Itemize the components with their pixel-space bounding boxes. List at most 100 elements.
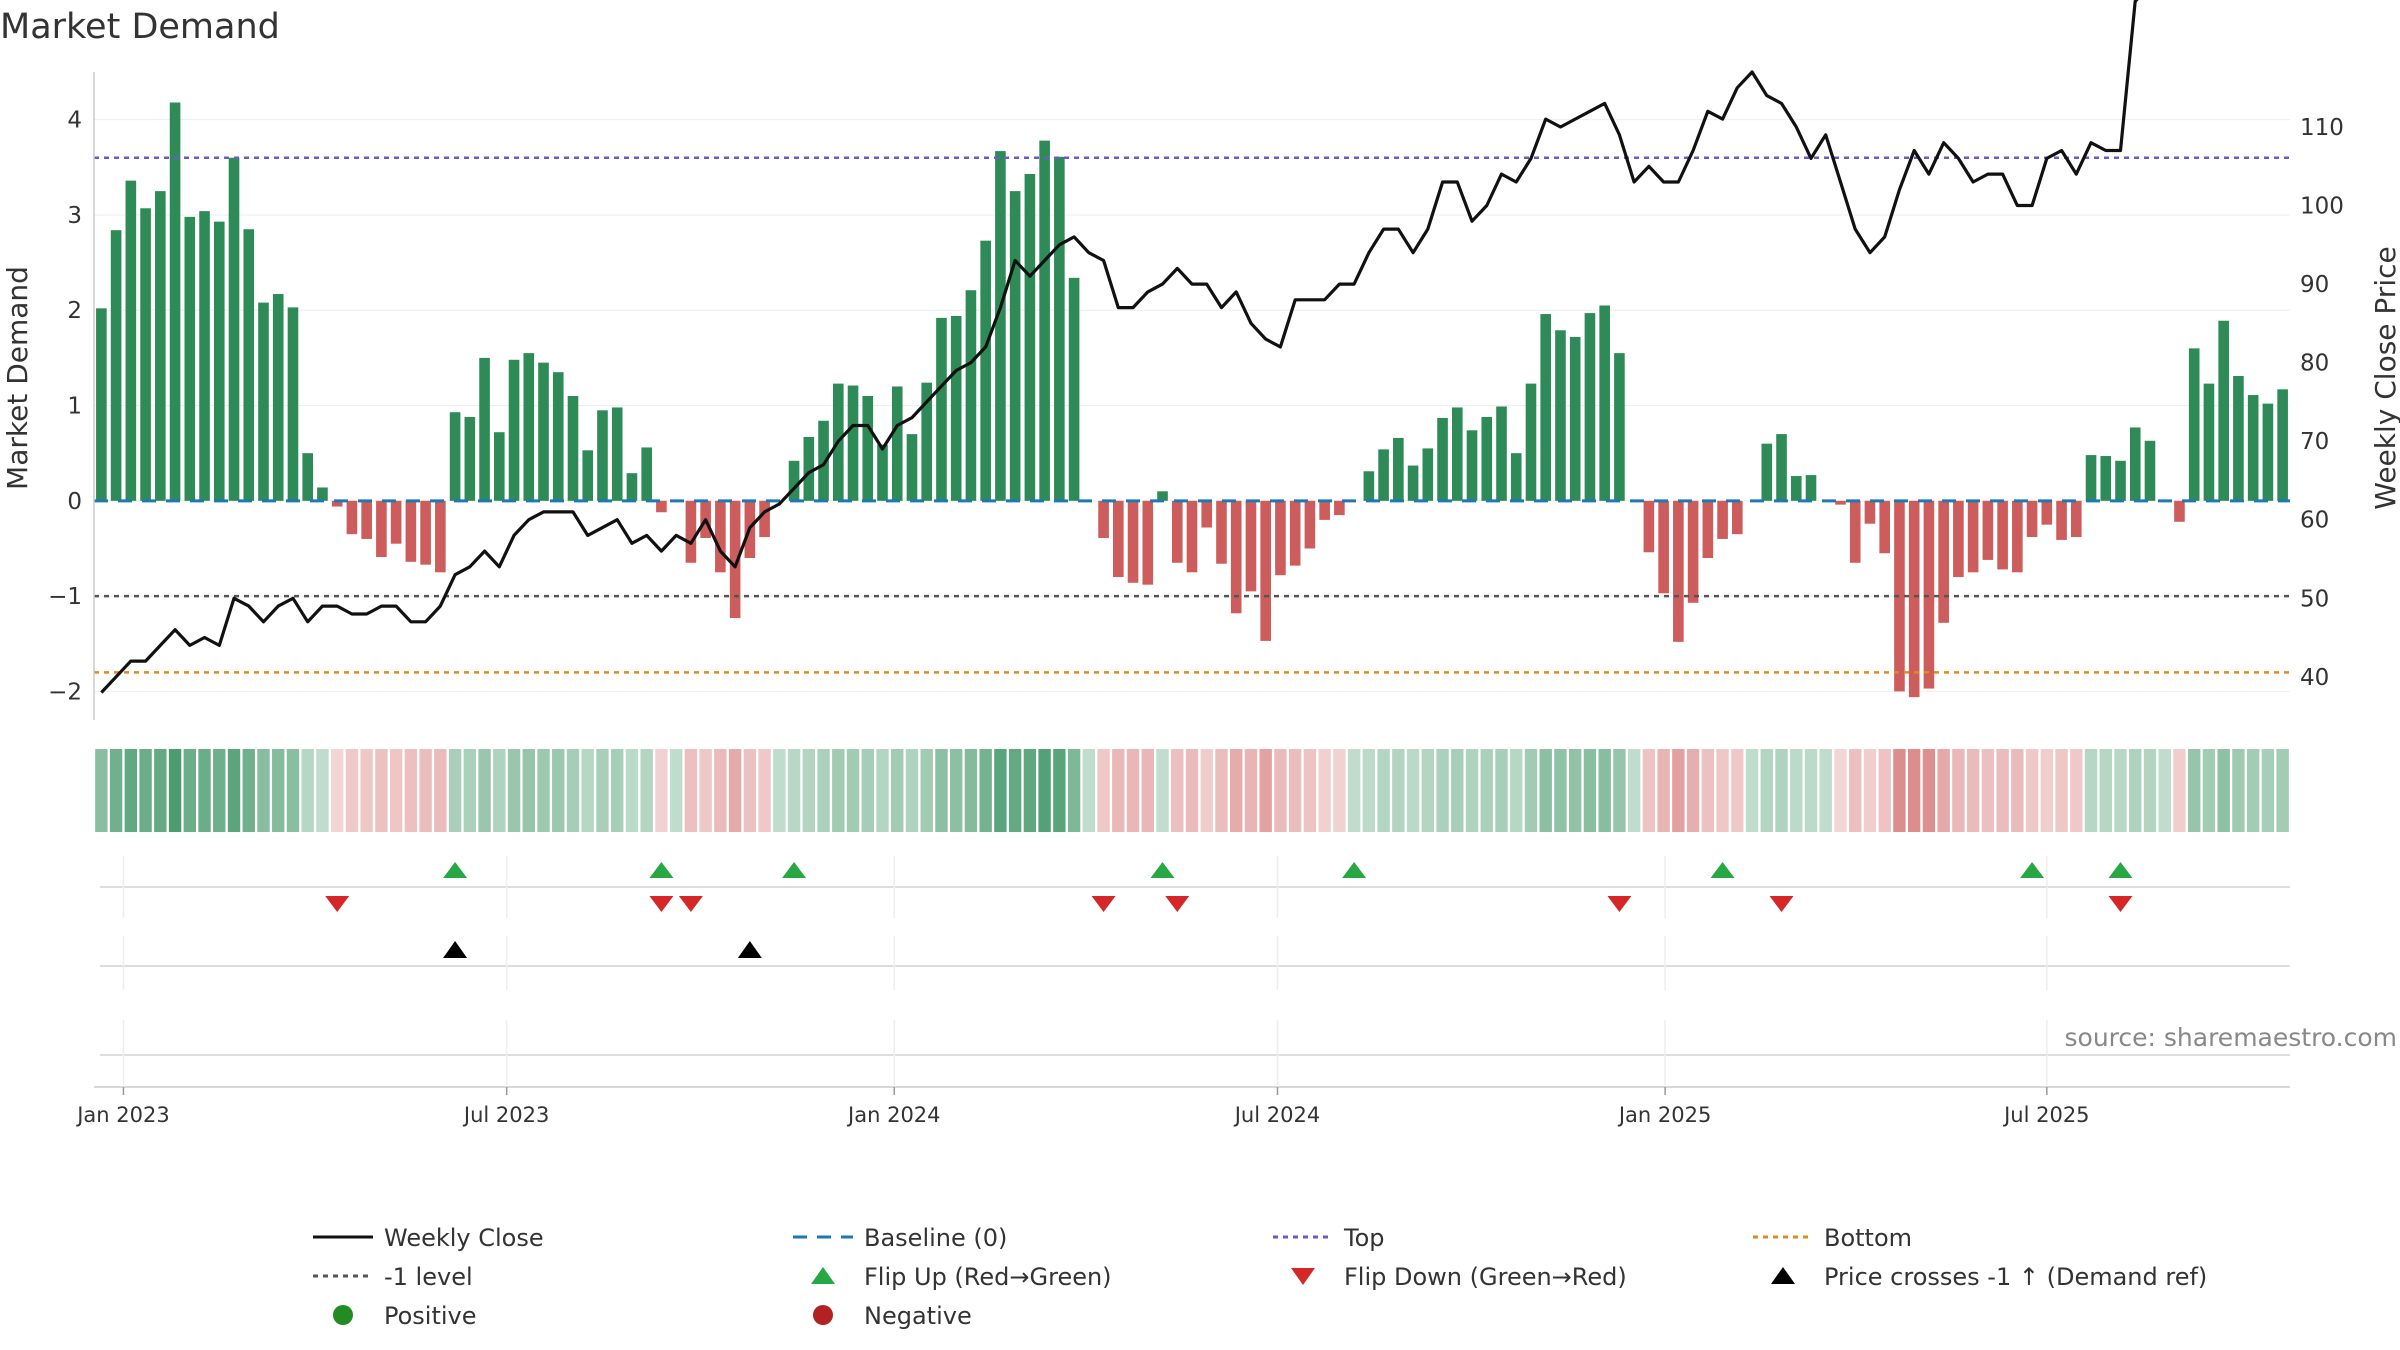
demand-bar xyxy=(2026,500,2038,538)
heat-cell xyxy=(1392,749,1405,832)
heat-cell xyxy=(1554,749,1567,832)
demand-bar xyxy=(1481,416,1493,501)
heat-cell xyxy=(1008,749,1022,832)
y2-tick-label: 100 xyxy=(2300,194,2344,220)
demand-bar xyxy=(1127,500,1139,583)
demand-bar xyxy=(1157,491,1168,501)
heat-cell xyxy=(714,749,727,832)
demand-bar xyxy=(1230,500,1242,614)
demand-bar xyxy=(538,362,549,501)
legend-label: Baseline (0) xyxy=(864,1224,1007,1252)
demand-bar xyxy=(1171,500,1183,563)
demand-bar xyxy=(2203,383,2215,501)
demand-bar xyxy=(1510,453,1522,501)
demand-bar xyxy=(125,180,137,501)
flip-down-marker xyxy=(1165,896,1190,912)
heat-cell xyxy=(1790,749,1803,832)
heat-cell xyxy=(478,749,491,832)
heat-cell xyxy=(1701,749,1715,832)
demand-bar xyxy=(2100,456,2112,501)
heat-cell xyxy=(1981,749,1995,832)
heat-cell xyxy=(994,749,1007,832)
heat-cell xyxy=(1126,749,1140,832)
heat-cell xyxy=(154,749,167,832)
heat-cell xyxy=(979,749,992,832)
axes: 4 3 2 1 0 −1 −2 110 100 90 80 70 60 50 40 xyxy=(48,72,2344,720)
demand-bar xyxy=(641,447,652,501)
demand-bar xyxy=(862,396,874,501)
demand-bar xyxy=(1245,500,1257,592)
heat-cell xyxy=(669,749,683,832)
demand-bar xyxy=(2277,389,2288,501)
heat-cell xyxy=(2276,749,2289,832)
demand-bar xyxy=(715,500,726,573)
legend-label: Positive xyxy=(384,1302,477,1330)
heat-cell xyxy=(213,749,226,832)
heat-cell xyxy=(1524,749,1538,832)
demand-bar xyxy=(2056,500,2067,540)
demand-bar xyxy=(1849,500,1861,563)
demand-bar xyxy=(2041,500,2053,525)
demand-bar xyxy=(2188,348,2200,501)
heat-cell xyxy=(257,749,270,832)
heat-cell xyxy=(1362,749,1376,832)
demand-bar xyxy=(1098,500,1109,538)
demand-bar xyxy=(508,359,520,501)
demand-bar xyxy=(2070,500,2082,538)
demand-bar xyxy=(1953,500,1964,578)
y2-axis-title: Weekly Close Price xyxy=(2369,246,2400,509)
date-tick-label: Jul 2025 xyxy=(2002,1103,2089,1127)
heat-cell xyxy=(1878,749,1891,832)
heat-cell xyxy=(404,749,418,832)
legend-item: Flip Down (Green→Red) xyxy=(1291,1263,1627,1291)
demand-bar xyxy=(1289,500,1301,566)
heat-cell xyxy=(743,749,757,832)
heat-cell xyxy=(625,749,639,832)
heat-cell xyxy=(198,749,211,832)
reference-lines xyxy=(94,156,2290,674)
heat-cell xyxy=(227,749,241,832)
heat-cell xyxy=(728,749,742,832)
demand-bar xyxy=(449,412,461,501)
heat-cell xyxy=(832,749,845,832)
demand-bar xyxy=(420,500,431,565)
heat-cell xyxy=(2232,749,2245,832)
demand-bar xyxy=(376,500,387,558)
heat-cell xyxy=(2025,749,2039,832)
legend-label: Bottom xyxy=(1824,1224,1912,1252)
demand-bar xyxy=(567,396,579,501)
demand-bar xyxy=(464,416,476,501)
demand-bar xyxy=(2174,500,2185,522)
date-axis: Jan 2023 Jul 2023 Jan 2024 Jul 2024 Jan 2025… xyxy=(75,1086,2290,1127)
flip-down-marker xyxy=(1769,896,1794,912)
flip-up-marker xyxy=(2020,862,2045,878)
demand-bar xyxy=(2262,403,2274,501)
demand-bar xyxy=(1997,500,2008,570)
heat-cell xyxy=(537,749,550,832)
heat-cell xyxy=(1156,749,1169,832)
demand-bar xyxy=(1879,500,1891,554)
legend-item: Flip Up (Red→Green) xyxy=(811,1263,1112,1291)
flip-up-marker xyxy=(649,862,674,878)
flip-up-marker xyxy=(1710,862,1735,878)
heat-cell xyxy=(507,749,521,832)
heat-cell xyxy=(2188,749,2201,832)
demand-bar xyxy=(1673,500,1684,642)
demand-bar xyxy=(965,290,977,501)
heat-cell xyxy=(1421,749,1435,832)
demand-bar xyxy=(877,444,888,501)
heat-cell xyxy=(964,749,978,832)
y2-tick-label: 60 xyxy=(2300,508,2329,534)
demand-bar xyxy=(1363,471,1375,501)
heat-cell xyxy=(1274,749,1287,832)
price-cross-marker xyxy=(737,941,762,958)
heat-cell xyxy=(1996,749,2009,832)
demand-bar xyxy=(818,420,829,501)
demand-bar xyxy=(1393,437,1404,501)
demand-bar xyxy=(1835,500,1846,505)
flip-up-marker xyxy=(2108,862,2133,878)
demand-bar xyxy=(729,500,741,619)
flip-up-marker xyxy=(1342,862,1367,878)
heat-cell xyxy=(1716,749,1729,832)
